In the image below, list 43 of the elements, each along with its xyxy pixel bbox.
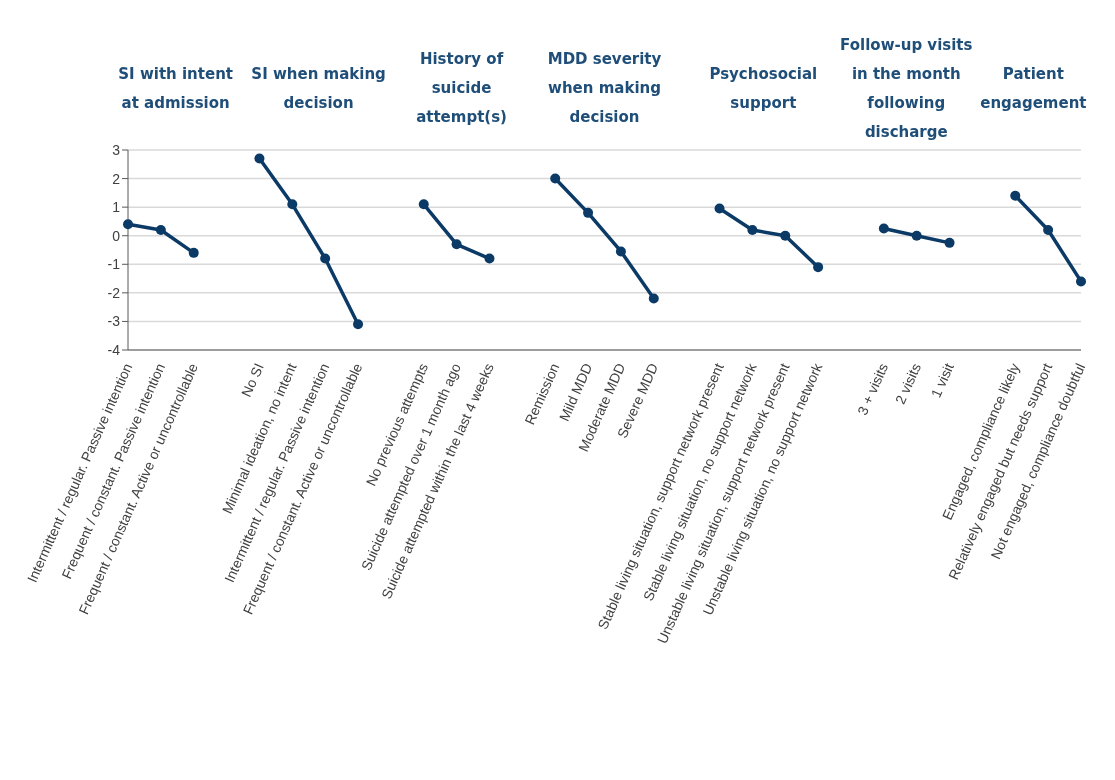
x-tick-label: No SI <box>237 360 267 400</box>
point <box>747 225 758 235</box>
point <box>944 237 955 248</box>
point <box>780 230 791 241</box>
x-tick-label: 1 visit <box>927 360 957 400</box>
point <box>484 253 495 264</box>
point <box>254 153 265 164</box>
point <box>320 253 331 264</box>
text: History of suicide attempt(s) <box>416 50 507 126</box>
point <box>583 207 594 218</box>
point <box>188 247 199 258</box>
point <box>123 219 133 230</box>
text: Psychosocial support <box>709 64 818 112</box>
point <box>451 239 462 250</box>
text: SI with intent at admission <box>118 64 233 112</box>
y-tick-label: -2 <box>107 284 121 301</box>
x-tick-label: 3 + visits <box>854 360 892 418</box>
point <box>1010 190 1021 201</box>
text: Follow-up visits in the month following discharge <box>840 35 973 141</box>
point <box>615 246 626 257</box>
y-tick-label: 0 <box>112 227 121 244</box>
point <box>1076 276 1086 287</box>
text: Patient engagement <box>980 64 1087 112</box>
point <box>550 173 561 184</box>
y-tick-label: -1 <box>107 256 121 273</box>
point <box>418 199 429 210</box>
point <box>813 262 824 273</box>
y-tick-label: 3 <box>112 141 121 158</box>
point <box>648 293 659 304</box>
point <box>353 319 364 330</box>
point <box>878 223 889 234</box>
y-tick-label: 2 <box>112 170 121 187</box>
text: SI when making decision <box>251 64 386 112</box>
y-tick-label: -3 <box>107 313 121 330</box>
y-tick-label: 1 <box>112 199 121 216</box>
x-tick-label: 2 visits <box>891 360 924 407</box>
point <box>911 230 922 241</box>
point <box>287 199 298 210</box>
point <box>155 225 166 235</box>
text: MDD severity when making decision <box>547 50 662 126</box>
point <box>1043 225 1054 235</box>
y-tick-label: -4 <box>107 341 121 358</box>
point <box>714 203 725 214</box>
